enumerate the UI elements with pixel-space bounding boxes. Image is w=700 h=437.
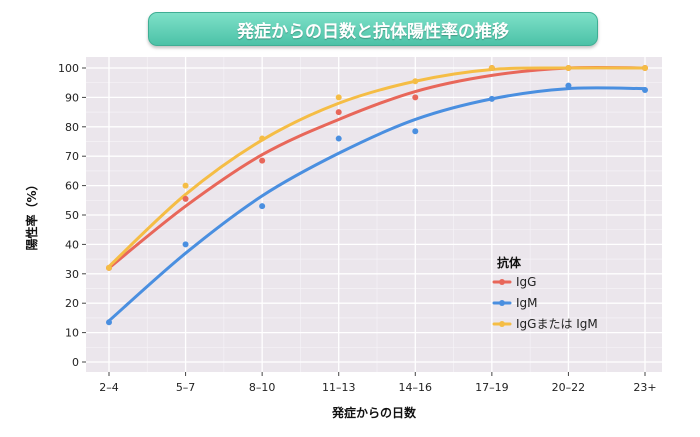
data-point-series-3	[412, 78, 419, 85]
x-tick-label: 8–10	[249, 381, 276, 394]
x-tick-label: 5–7	[176, 381, 196, 394]
data-point-series-2	[182, 241, 189, 248]
legend-label: IgGまたは IgM	[516, 317, 598, 331]
y-axis-ticks: 0 10 20 30 40 50 60 70 80 90 100	[58, 62, 86, 369]
y-tick-label: 10	[65, 327, 79, 340]
chart-title-banner: 発症からの日数と抗体陽性率の推移	[148, 12, 598, 46]
trend-line-series-3	[107, 66, 647, 268]
y-tick-label: 30	[65, 268, 79, 281]
x-axis-ticks: 2–4 5–7 8–10 11–13 14–16 17–19 20–22 23+	[99, 372, 657, 394]
y-tick-label: 70	[65, 150, 79, 163]
data-point-series-1	[259, 157, 266, 164]
data-point-series-3	[182, 182, 189, 189]
y-tick-label: 80	[65, 121, 79, 134]
legend-swatch-dot	[499, 300, 505, 306]
data-point-series-3	[642, 65, 648, 71]
trend-curves	[107, 65, 647, 323]
data-point-series-3	[259, 135, 266, 142]
data-point-series-3	[488, 65, 495, 71]
legend-label: IgG	[516, 275, 536, 289]
data-point-series-1	[412, 94, 419, 101]
y-tick-label: 0	[72, 356, 79, 369]
data-points	[106, 65, 648, 326]
data-point-series-2	[565, 82, 572, 89]
x-tick-label: 14–16	[399, 381, 433, 394]
legend-label: IgM	[516, 296, 538, 310]
legend-swatch-dot	[499, 279, 505, 285]
x-tick-label: 17–19	[475, 381, 509, 394]
x-tick-label: 23+	[633, 381, 656, 394]
x-tick-label: 11–13	[322, 381, 356, 394]
y-tick-label: 60	[65, 180, 79, 193]
data-point-series-2	[412, 128, 419, 135]
legend: 抗体 IgG IgM IgGまたは IgM	[492, 255, 598, 331]
data-point-series-2	[488, 95, 495, 102]
y-tick-label: 40	[65, 238, 79, 251]
chart-title: 発症からの日数と抗体陽性率の推移	[237, 21, 509, 42]
y-tick-label: 20	[65, 297, 79, 310]
x-axis-title: 発症からの日数	[331, 405, 417, 420]
data-point-series-2	[259, 203, 266, 210]
legend-swatch-dot	[499, 321, 505, 327]
x-tick-label: 2–4	[99, 381, 119, 394]
data-point-series-2	[642, 87, 648, 94]
data-point-series-1	[335, 109, 342, 116]
y-tick-label: 100	[58, 62, 79, 75]
data-point-series-3	[565, 65, 572, 71]
trend-line-series-2	[107, 86, 647, 323]
y-axis-title: 陽性率（%）	[24, 178, 39, 250]
legend-title: 抗体	[497, 255, 522, 270]
data-point-series-1	[182, 195, 189, 202]
y-tick-label: 90	[65, 91, 79, 104]
y-tick-label: 50	[65, 209, 79, 222]
data-point-series-2	[335, 135, 342, 142]
data-point-series-2	[106, 319, 112, 326]
data-point-series-3	[106, 264, 112, 271]
x-tick-label: 20–22	[552, 381, 586, 394]
data-point-series-3	[335, 94, 342, 101]
